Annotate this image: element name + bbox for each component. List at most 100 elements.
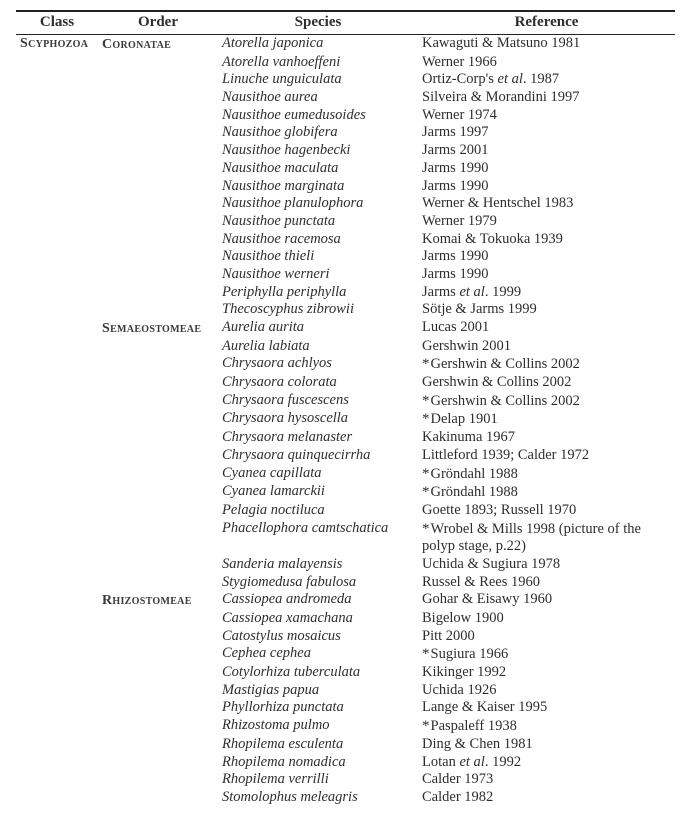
table-row: Stygiomedusa fabulosaRussel & Rees 1960 [16,574,675,592]
table-row: Sanderia malayensisUchida & Sugiura 1978 [16,556,675,574]
cell-class [16,301,98,319]
cell-species: Cyanea lamarckii [218,483,418,502]
reference-text: Gershwin & Collins 2002 [422,393,580,409]
table-row: Cyanea capillataGröndahl 1988 [16,465,675,484]
cell-order [98,682,218,700]
cell-reference: Jarms 1990 [418,178,675,196]
cell-class [16,71,98,89]
cell-species: Cotylorhiza tuberculata [218,664,418,682]
table-row: Periphylla periphyllaJarms et al. 1999 [16,284,675,302]
cell-order [98,610,218,628]
cell-species: Chrysaora melanaster [218,429,418,447]
cell-reference: Sötje & Jarms 1999 [418,301,675,319]
order-label: Rhizostomeae [102,593,192,608]
reference-text: Kikinger 1992 [422,664,506,680]
cell-reference: Jarms 1990 [418,266,675,284]
reference-text: Goette 1893; Russell 1970 [422,502,576,518]
table-row: Cephea cepheaSugiura 1966 [16,645,675,664]
table-row: Chrysaora quinquecirrhaLittleford 1939; … [16,447,675,465]
cell-class [16,195,98,213]
cell-reference: Calder 1973 [418,771,675,789]
cell-class [16,392,98,411]
cell-class [16,248,98,266]
cell-reference: Gershwin 2001 [418,338,675,356]
cell-order [98,142,218,160]
cell-species: Phacellophora camtschatica [218,520,418,556]
cell-species: Aurelia labiata [218,338,418,356]
reference-text: Komai & Tokuoka 1939 [422,231,563,247]
cell-class [16,628,98,646]
cell-reference: Ding & Chen 1981 [418,736,675,754]
reference-text: Littleford 1939; Calder 1972 [422,447,589,463]
table-row: Nausithoe hagenbeckiJarms 2001 [16,142,675,160]
table-row: Chrysaora melanasterKakinuma 1967 [16,429,675,447]
reference-text: Werner & Hentschel 1983 [422,195,573,211]
cell-order: Coronatae [98,35,218,54]
reference-text: Werner 1979 [422,213,497,229]
reference-text: Jarms 1990 [422,266,488,282]
cell-order [98,789,218,807]
table-row: Nausithoe marginataJarms 1990 [16,178,675,196]
reference-text: Lucas 2001 [422,319,489,335]
reference-text: Ortiz-Corp's et al. 1987 [422,71,559,87]
cell-reference: Sugiura 1966 [418,645,675,664]
cell-reference: Gröndahl 1988 [418,465,675,484]
cell-reference: Werner 1979 [418,213,675,231]
table-row: Nausithoe eumedusoidesWerner 1974 [16,107,675,125]
cell-species: Nausithoe planulophora [218,195,418,213]
cell-reference: Kikinger 1992 [418,664,675,682]
reference-text: Gershwin 2001 [422,338,511,354]
reference-text: Gershwin & Collins 2002 [422,356,580,372]
cell-order: Semaeostomeae [98,319,218,338]
cell-species: Nausithoe globifera [218,124,418,142]
table-row: Cassiopea xamachanaBigelow 1900 [16,610,675,628]
cell-order [98,71,218,89]
cell-species: Nausithoe racemosa [218,231,418,249]
reference-text: Gröndahl 1988 [422,466,518,482]
cell-order [98,374,218,392]
table-row: Nausithoe globiferaJarms 1997 [16,124,675,142]
table-row: Aurelia labiataGershwin 2001 [16,338,675,356]
cell-order [98,338,218,356]
cell-order [98,736,218,754]
cell-reference: Jarms et al. 1999 [418,284,675,302]
cell-species: Chrysaora colorata [218,374,418,392]
cell-class [16,213,98,231]
cell-species: Atorella vanhoeffeni [218,54,418,72]
cell-species: Nausithoe hagenbecki [218,142,418,160]
class-label: Scyphozoa [20,36,88,51]
cell-class [16,447,98,465]
cell-reference: Paspaleff 1938 [418,717,675,736]
cell-reference: Jarms 1990 [418,160,675,178]
cell-species: Thecoscyphus zibrowii [218,301,418,319]
cell-class [16,429,98,447]
reference-text: Jarms 1997 [422,124,488,140]
reference-text: Silveira & Morandini 1997 [422,89,579,105]
cell-order [98,231,218,249]
table-row: Stomolophus meleagrisCalder 1982 [16,789,675,807]
cell-order [98,178,218,196]
cell-order [98,266,218,284]
cell-class [16,754,98,772]
table-row: Rhopilema nomadicaLotan et al. 1992 [16,754,675,772]
reference-text: Jarms 1990 [422,178,488,194]
table-row: Cyanea lamarckiiGröndahl 1988 [16,483,675,502]
cell-order [98,195,218,213]
cell-class [16,483,98,502]
cell-order [98,355,218,374]
cell-class [16,664,98,682]
table-row: Mastigias papuaUchida 1926 [16,682,675,700]
cell-species: Nausithoe eumedusoides [218,107,418,125]
table-row: Catostylus mosaicusPitt 2000 [16,628,675,646]
cell-species: Mastigias papua [218,682,418,700]
cell-reference: Werner 1966 [418,54,675,72]
cell-reference: Werner 1974 [418,107,675,125]
reference-text: Lange & Kaiser 1995 [422,699,547,715]
cell-reference: Werner & Hentschel 1983 [418,195,675,213]
cell-species: Linuche unguiculata [218,71,418,89]
cell-reference: Jarms 2001 [418,142,675,160]
reference-text: Jarms et al. 1999 [422,284,521,300]
cell-reference: Delap 1901 [418,410,675,429]
cell-reference: Uchida & Sugiura 1978 [418,556,675,574]
cell-species: Nausithoe thieli [218,248,418,266]
